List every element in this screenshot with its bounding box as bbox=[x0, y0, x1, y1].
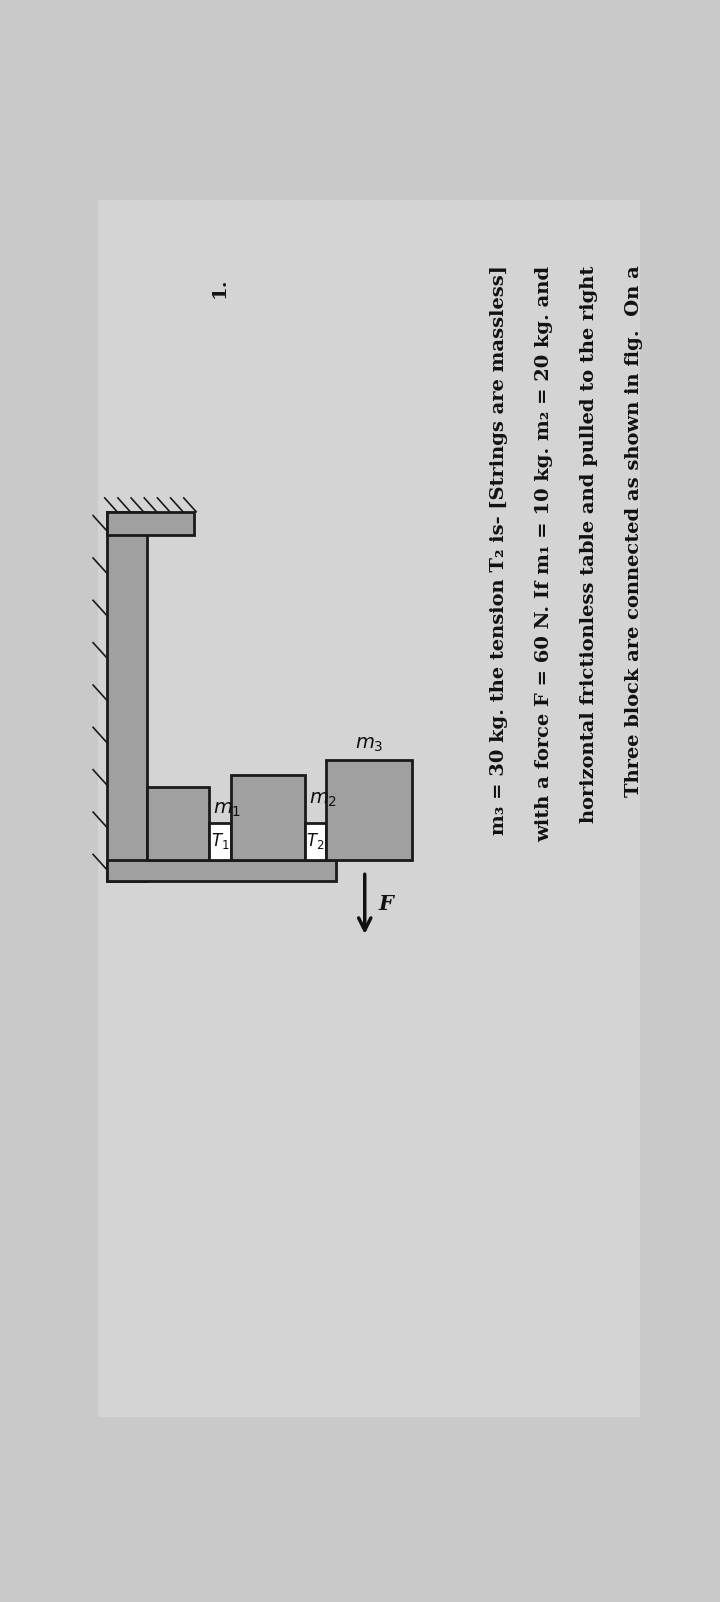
Text: $m_2$: $m_2$ bbox=[309, 790, 337, 809]
Text: $m_3$: $m_3$ bbox=[355, 735, 383, 753]
Bar bbox=[107, 511, 194, 535]
Text: $m_1$: $m_1$ bbox=[213, 801, 242, 819]
Text: $T_2$: $T_2$ bbox=[306, 831, 325, 851]
Bar bbox=[107, 860, 336, 881]
Bar bbox=[305, 823, 326, 860]
Text: 1.: 1. bbox=[210, 277, 228, 298]
Text: m₃ = 30 kg. the tension T₂ is- [Strings are massless]: m₃ = 30 kg. the tension T₂ is- [Strings … bbox=[490, 266, 508, 835]
FancyBboxPatch shape bbox=[98, 200, 640, 1416]
Bar bbox=[326, 759, 412, 860]
Text: Three block are connected as shown in fig.  On a: Three block are connected as shown in fi… bbox=[625, 266, 643, 798]
Text: F: F bbox=[379, 894, 394, 915]
Bar bbox=[148, 787, 210, 860]
Text: with a force F = 60 N. If m₁ = 10 kg. m₂ = 20 kg. and: with a force F = 60 N. If m₁ = 10 kg. m₂… bbox=[535, 266, 553, 841]
Text: horizontal frictionless table and pulled to the right: horizontal frictionless table and pulled… bbox=[580, 266, 598, 823]
Bar bbox=[107, 511, 148, 881]
Bar bbox=[210, 823, 231, 860]
Text: $T_1$: $T_1$ bbox=[211, 831, 230, 851]
Bar bbox=[231, 775, 305, 860]
